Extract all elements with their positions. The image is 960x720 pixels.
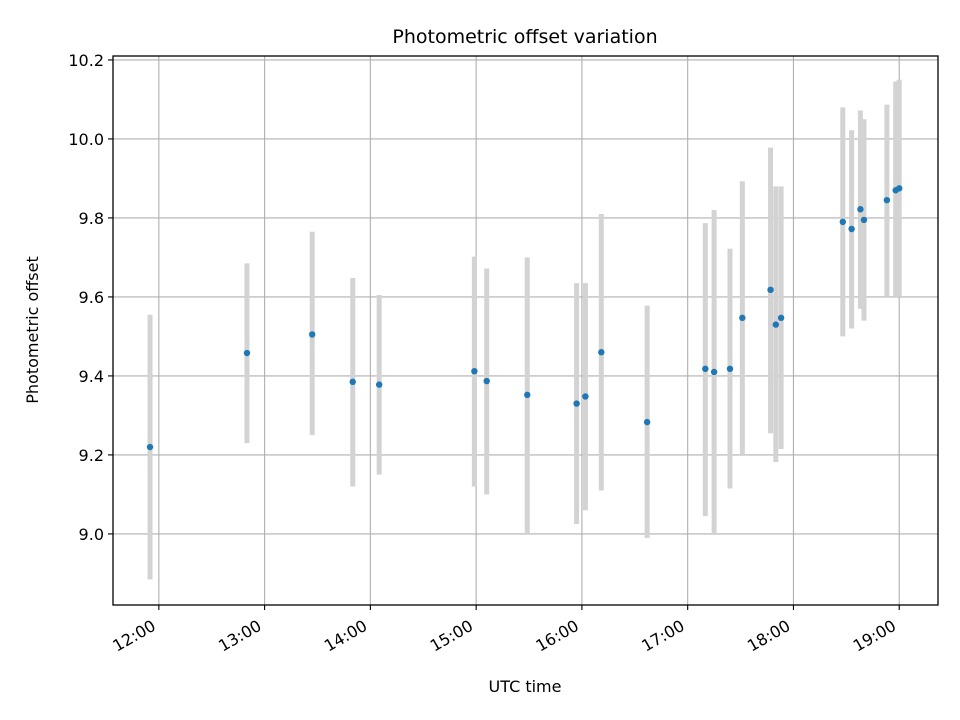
y-tick-label: 10.0	[68, 130, 104, 149]
y-tick-label: 10.2	[68, 51, 104, 70]
data-point	[483, 377, 490, 385]
data-point	[839, 218, 847, 226]
y-axis-title: Photometric offset	[23, 256, 42, 404]
data-point	[582, 393, 589, 400]
data-point	[710, 368, 718, 376]
y-tick-label: 9.8	[79, 209, 104, 228]
data-point	[883, 196, 891, 204]
data-point	[573, 400, 580, 407]
data-point	[598, 349, 605, 356]
chart-title: Photometric offset variation	[392, 26, 657, 48]
data-point	[243, 349, 251, 357]
data-point	[349, 378, 356, 386]
y-tick-label: 9.4	[79, 367, 104, 386]
plot-area-frame	[112, 55, 939, 606]
data-point	[375, 381, 383, 388]
data-point	[896, 185, 903, 192]
y-tick-label: 9.0	[79, 525, 104, 544]
data-point	[471, 367, 478, 375]
data-point	[772, 321, 780, 328]
data-point	[308, 331, 316, 338]
data-point	[857, 206, 864, 213]
data-point	[524, 391, 531, 399]
data-point	[767, 286, 774, 294]
data-point	[643, 418, 651, 426]
grid	[113, 56, 938, 605]
data-point	[848, 225, 855, 233]
data-point	[860, 216, 868, 224]
y-tick-label: 9.2	[79, 446, 104, 465]
data-points	[146, 185, 903, 451]
data-point	[146, 443, 154, 451]
data-point	[702, 365, 709, 373]
data-point	[739, 314, 746, 322]
y-tick-label: 9.6	[79, 288, 104, 307]
data-point	[726, 365, 734, 373]
y-axis: 9.0 9.2 9.4 9.6 9.8 10.0 10.2	[68, 51, 113, 544]
x-axis-title: UTC time	[489, 677, 562, 696]
data-point	[777, 314, 785, 322]
